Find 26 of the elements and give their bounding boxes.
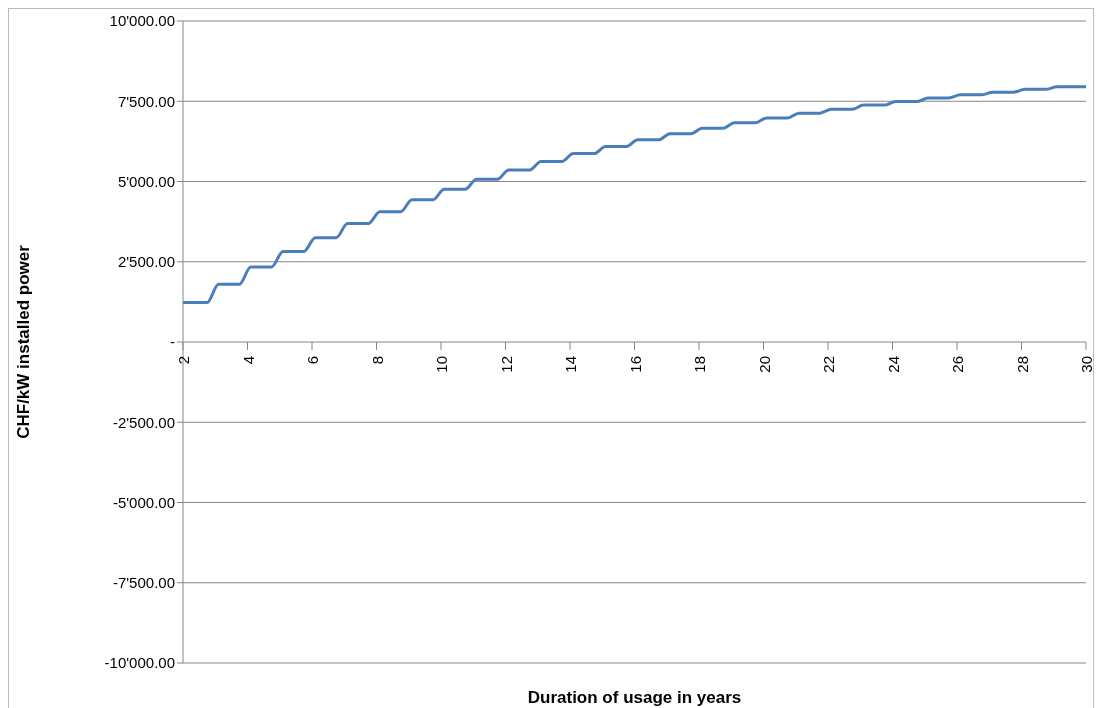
x-tick-label: 28: [1013, 356, 1031, 373]
x-tick-label: 24: [884, 356, 902, 373]
x-tick-label: 2: [175, 356, 192, 365]
y-tick-label: 5'000.00: [117, 172, 175, 190]
x-axis-title: Duration of usage in years: [527, 688, 742, 707]
x-tick-label: 18: [691, 356, 708, 373]
x-tick-label: 8: [368, 356, 386, 365]
y-tick-label: 7'500.00: [117, 92, 175, 110]
x-tick-label: 30: [1078, 356, 1095, 373]
x-tick-label: 4: [239, 356, 257, 365]
x-tick-label: 20: [755, 356, 773, 373]
x-tick-label: 6: [304, 356, 321, 365]
x-tick-label: 26: [949, 356, 966, 373]
y-tick-label: -5'000.00: [112, 493, 175, 511]
x-tick-label: 16: [626, 356, 644, 373]
x-tick-label: 22: [820, 356, 837, 373]
y-tick-label: -7'500.00: [112, 574, 175, 592]
y-tick-label: -2'500.00: [112, 413, 175, 431]
y-tick-label: 10'000.00: [109, 12, 175, 30]
y-tick-label: 2'500.00: [117, 253, 175, 271]
x-tick-label: 14: [562, 356, 579, 373]
y-tick-label: -: [170, 333, 175, 351]
y-axis-title: CHF/kW installed power: [14, 244, 34, 439]
x-tick-label: 10: [433, 356, 450, 373]
x-tick-label: 12: [497, 356, 515, 373]
y-tick-label: -10'000.00: [104, 654, 175, 672]
